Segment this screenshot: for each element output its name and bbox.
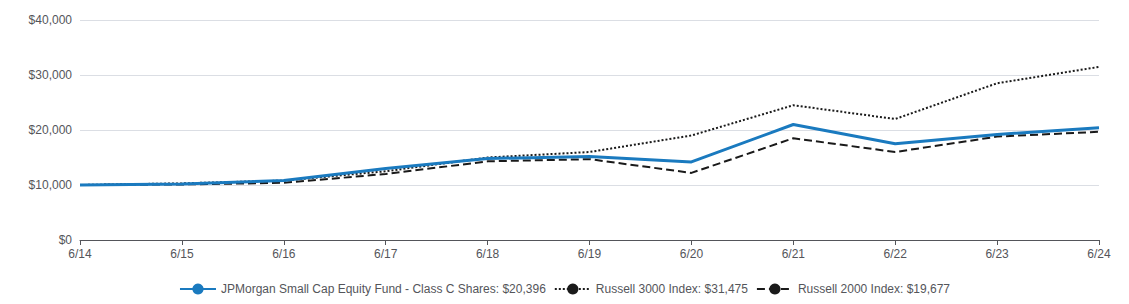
svg-text:$20,000: $20,000 <box>29 123 73 137</box>
svg-text:6/20: 6/20 <box>680 247 704 261</box>
svg-text:6/18: 6/18 <box>476 247 500 261</box>
svg-text:6/16: 6/16 <box>272 247 296 261</box>
svg-text:$10,000: $10,000 <box>29 178 73 192</box>
svg-text:$40,000: $40,000 <box>29 13 73 27</box>
svg-text:6/14: 6/14 <box>68 247 92 261</box>
svg-text:6/19: 6/19 <box>578 247 602 261</box>
svg-text:JPMorgan Small Cap Equity Fund: JPMorgan Small Cap Equity Fund - Class C… <box>221 282 546 296</box>
svg-text:$30,000: $30,000 <box>29 68 73 82</box>
svg-text:Russell 2000 Index: $19,677: Russell 2000 Index: $19,677 <box>798 282 950 296</box>
svg-text:6/21: 6/21 <box>782 247 806 261</box>
svg-text:6/23: 6/23 <box>985 247 1009 261</box>
svg-text:6/24: 6/24 <box>1087 247 1111 261</box>
svg-text:Russell 3000 Index: $31,475: Russell 3000 Index: $31,475 <box>596 282 748 296</box>
svg-text:6/22: 6/22 <box>884 247 908 261</box>
svg-text:6/15: 6/15 <box>170 247 194 261</box>
svg-text:6/17: 6/17 <box>374 247 398 261</box>
svg-text:$0: $0 <box>59 233 73 247</box>
